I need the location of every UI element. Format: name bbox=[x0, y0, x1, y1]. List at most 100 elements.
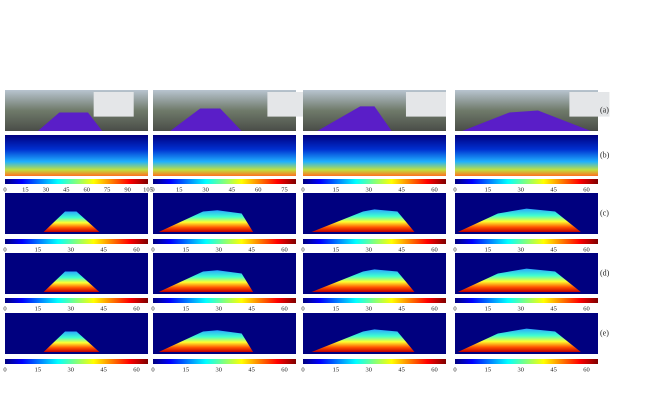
colorbar-tick-label: 0 bbox=[301, 246, 304, 253]
colorbar-tick-label: 60 bbox=[431, 305, 438, 312]
colorbar-tick-label: 60 bbox=[281, 305, 288, 312]
colorbar-tick-label: 30 bbox=[202, 186, 209, 193]
colorbar-tick-label: 0 bbox=[3, 366, 6, 373]
colorbar-tick-label: 15 bbox=[333, 305, 340, 312]
road-segmentation bbox=[317, 106, 392, 131]
colorbar-tick-label: 60 bbox=[255, 186, 262, 193]
colorbar-tick-label: 30 bbox=[43, 186, 50, 193]
building bbox=[93, 92, 134, 117]
road-segmentation bbox=[462, 110, 591, 131]
colorbar-tick-label: 45 bbox=[63, 186, 70, 193]
colorbar-tick-label: 75 bbox=[281, 186, 288, 193]
colorbar-tick-label: 45 bbox=[248, 366, 255, 373]
colorbar bbox=[303, 298, 446, 303]
colorbar-tick-label: 15 bbox=[333, 246, 340, 253]
sparse-depth bbox=[303, 135, 446, 176]
colorbar-tick-label: 45 bbox=[248, 305, 255, 312]
sparse-depth bbox=[455, 135, 598, 176]
colorbar-tick-label: 30 bbox=[216, 246, 223, 253]
colorbar bbox=[303, 179, 446, 184]
colorbar-tick-label: 60 bbox=[583, 246, 590, 253]
road-depth bbox=[158, 270, 254, 292]
colorbar-tick-label: 30 bbox=[366, 366, 373, 373]
road-depth bbox=[43, 211, 100, 232]
row-label: (d) bbox=[600, 268, 610, 277]
road-segmentation bbox=[37, 112, 103, 131]
colorbar-tick-label: 15 bbox=[485, 246, 492, 253]
road-depth bbox=[158, 330, 254, 352]
row-label: (b) bbox=[600, 150, 610, 159]
colorbar-tick-label: 45 bbox=[100, 366, 107, 373]
colorbar bbox=[153, 179, 296, 184]
colorbar-tick-label: 60 bbox=[133, 246, 140, 253]
colorbar-tick-label: 45 bbox=[550, 305, 557, 312]
colorbar-tick-label: 60 bbox=[431, 186, 438, 193]
colorbar-tick-label: 15 bbox=[485, 366, 492, 373]
colorbar-tick-label: 15 bbox=[183, 305, 190, 312]
colorbar-tick-label: 45 bbox=[550, 186, 557, 193]
colorbar-tick-label: 45 bbox=[229, 186, 236, 193]
colorbar-tick-label: 0 bbox=[453, 246, 456, 253]
colorbar bbox=[303, 359, 446, 364]
road-depth bbox=[311, 209, 415, 232]
colorbar-tick-label: 0 bbox=[3, 246, 6, 253]
colorbar-tick-label: 15 bbox=[333, 186, 340, 193]
colorbar-tick-label: 30 bbox=[366, 246, 373, 253]
colorbar-tick-label: 45 bbox=[100, 246, 107, 253]
colorbar bbox=[5, 359, 148, 364]
colorbar-tick-label: 45 bbox=[550, 366, 557, 373]
road-depth bbox=[457, 328, 581, 352]
colorbar-tick-label: 60 bbox=[431, 246, 438, 253]
colorbar bbox=[153, 359, 296, 364]
colorbar-tick-label: 30 bbox=[518, 366, 525, 373]
colorbar-tick-label: 30 bbox=[518, 186, 525, 193]
colorbar-tick-label: 45 bbox=[248, 246, 255, 253]
colorbar-tick-label: 60 bbox=[431, 366, 438, 373]
colorbar-tick-label: 0 bbox=[151, 366, 154, 373]
colorbar bbox=[5, 239, 148, 244]
colorbar-tick-label: 0 bbox=[301, 305, 304, 312]
row-label: (c) bbox=[600, 208, 609, 217]
colorbar-tick-label: 0 bbox=[453, 305, 456, 312]
sparse-depth bbox=[5, 135, 148, 176]
colorbar-tick-label: 45 bbox=[398, 186, 405, 193]
colorbar-tick-label: 15 bbox=[333, 366, 340, 373]
colorbar-tick-label: 15 bbox=[183, 366, 190, 373]
colorbar-tick-label: 0 bbox=[151, 305, 154, 312]
colorbar-tick-label: 75 bbox=[104, 186, 111, 193]
colorbar-tick-label: 30 bbox=[366, 186, 373, 193]
colorbar bbox=[5, 179, 148, 184]
colorbar-tick-label: 0 bbox=[3, 186, 6, 193]
building bbox=[405, 92, 446, 117]
colorbar-tick-label: 15 bbox=[35, 246, 42, 253]
colorbar bbox=[153, 239, 296, 244]
colorbar-tick-label: 90 bbox=[124, 186, 131, 193]
colorbar-tick-label: 45 bbox=[550, 246, 557, 253]
colorbar-tick-label: 60 bbox=[133, 305, 140, 312]
building bbox=[569, 92, 610, 117]
road-depth bbox=[43, 271, 100, 292]
colorbar-tick-label: 15 bbox=[22, 186, 29, 193]
colorbar bbox=[455, 239, 598, 244]
colorbar-tick-label: 15 bbox=[35, 305, 42, 312]
colorbar-tick-label: 105 bbox=[143, 186, 153, 193]
colorbar-tick-label: 30 bbox=[216, 366, 223, 373]
road-depth bbox=[158, 210, 254, 232]
colorbar-tick-label: 0 bbox=[151, 246, 154, 253]
colorbar-tick-label: 60 bbox=[133, 366, 140, 373]
road-depth bbox=[457, 208, 581, 232]
colorbar bbox=[5, 298, 148, 303]
colorbar-tick-label: 45 bbox=[398, 305, 405, 312]
colorbar-tick-label: 60 bbox=[281, 246, 288, 253]
colorbar bbox=[455, 359, 598, 364]
colorbar-tick-label: 60 bbox=[281, 366, 288, 373]
colorbar bbox=[303, 239, 446, 244]
colorbar-tick-label: 15 bbox=[35, 366, 42, 373]
road-depth bbox=[43, 331, 100, 352]
colorbar-tick-label: 15 bbox=[183, 246, 190, 253]
colorbar-tick-label: 45 bbox=[100, 305, 107, 312]
colorbar-tick-label: 0 bbox=[453, 186, 456, 193]
colorbar-tick-label: 30 bbox=[68, 366, 75, 373]
row-label: (e) bbox=[600, 328, 609, 337]
